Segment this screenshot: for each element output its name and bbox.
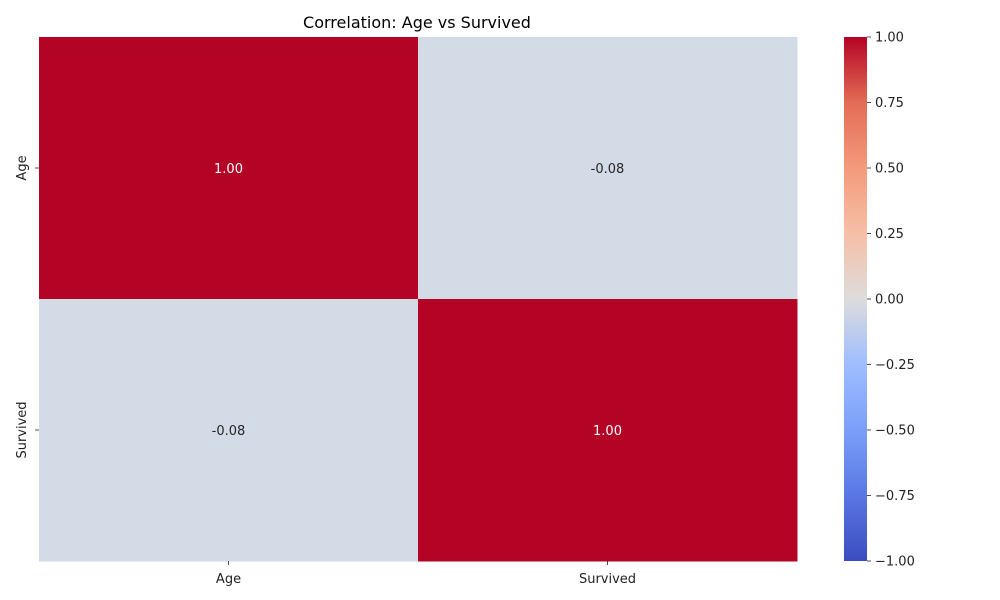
x-tick-label-survived: Survived [579,572,636,587]
chart-title: Correlation: Age vs Survived [303,13,531,32]
colorbar-tick-label: −0.25 [875,358,915,373]
heatmap-cell-age-survived [418,37,798,300]
colorbar-ticks: 1.00 0.75 0.50 0.25 0.00 −0.25 −0.50 −0.75 −1.00 [867,31,915,570]
heatmap-cell-age-age [39,37,419,300]
colorbar-tick-label: −0.75 [875,489,915,504]
colorbar-tick-label: −0.50 [875,424,915,439]
y-tick-label-survived: Survived [15,401,30,458]
colorbar-tick-label: −1.00 [875,555,915,570]
y-axis-ticks: Age Survived [15,155,39,459]
heatmap-cell-survived-age [39,299,419,562]
x-axis-ticks: Age Survived [216,561,636,587]
cell-value-label: 1.00 [214,162,243,177]
heatmap-cells: 1.00 -0.08 -0.08 1.00 [39,37,798,562]
y-tick-label-age: Age [15,155,30,180]
x-tick-label-age: Age [216,572,241,587]
colorbar-gradient [844,37,867,561]
cell-value-label: 1.00 [593,424,622,439]
heatmap-cell-survived-survived [418,299,798,562]
colorbar-tick-label: 0.00 [875,293,904,308]
colorbar-tick-label: 1.00 [875,31,904,46]
colorbar-tick-label: 0.50 [875,162,904,177]
colorbar-tick-label: 0.25 [875,227,904,242]
cell-value-label: -0.08 [591,162,625,177]
colorbar-tick-label: 0.75 [875,96,904,111]
cell-value-label: -0.08 [212,424,246,439]
colorbar: 1.00 0.75 0.50 0.25 0.00 −0.25 −0.50 −0.75 −1.00 [844,31,915,570]
